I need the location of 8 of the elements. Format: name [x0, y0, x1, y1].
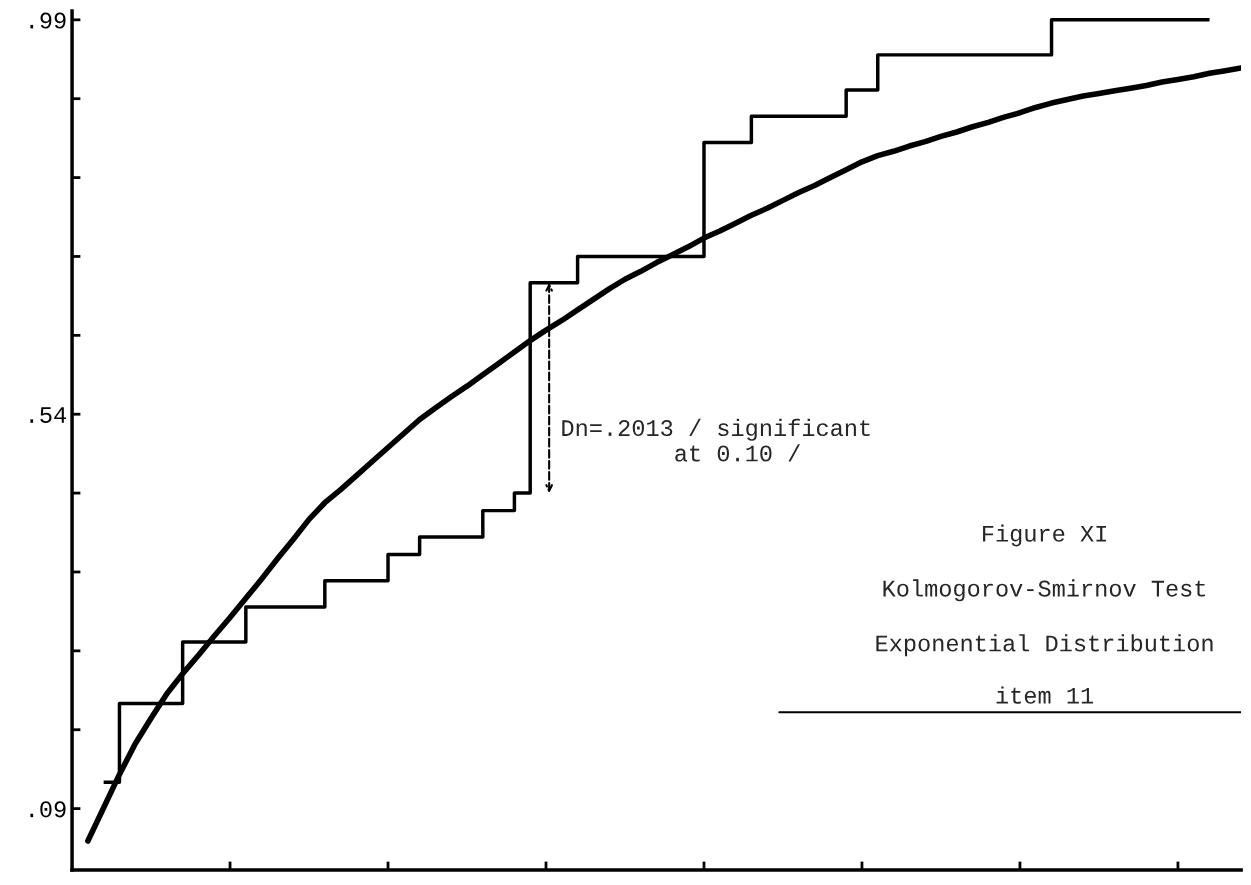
annotation: Figure XI — [983, 524, 1106, 547]
annotation: Dn=.2013 / significant at 0.10 / — [562, 418, 870, 462]
y-tick-label: .09 — [30, 801, 66, 818]
y-tick-label: .99 — [30, 12, 66, 29]
annotation: Exponential Distribution — [876, 634, 1213, 657]
annotation: Kolmogorov-Smirnov Test — [883, 579, 1206, 602]
y-tick-label: .54 — [30, 407, 66, 423]
annotation: item 11 — [996, 686, 1094, 704]
